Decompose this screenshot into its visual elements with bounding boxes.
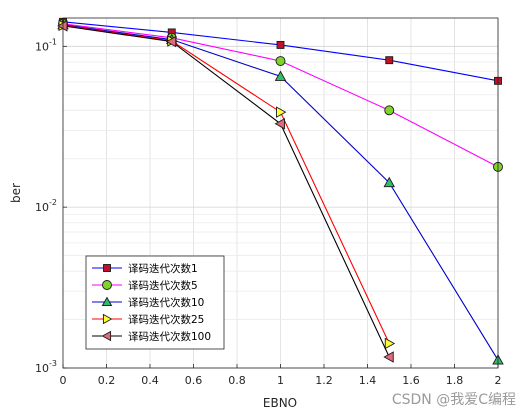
legend-item: 译码迭代次数5 bbox=[92, 279, 198, 292]
data-point bbox=[102, 313, 113, 325]
x-tick-label: 2 bbox=[495, 374, 502, 387]
x-tick-label: 1.6 bbox=[402, 374, 420, 387]
y-tick-labels: 10-3 10-2 10-1 bbox=[35, 37, 67, 375]
legend-label: 译码迭代次数1 bbox=[128, 262, 198, 275]
x-tick-label: 1.2 bbox=[315, 374, 333, 387]
legend-item: 译码迭代次数100 bbox=[92, 330, 211, 343]
y-tick-label: 10-2 bbox=[35, 198, 57, 214]
y-axis-label: ber bbox=[9, 183, 23, 203]
data-point bbox=[274, 117, 285, 130]
data-point bbox=[276, 106, 287, 118]
data-point bbox=[275, 56, 286, 66]
x-tick-label: 1.4 bbox=[359, 374, 377, 387]
legend-label: 译码迭代次数25 bbox=[128, 313, 204, 326]
x-tick-label: 0.6 bbox=[185, 374, 203, 387]
legend-item: 译码迭代次数1 bbox=[92, 262, 198, 275]
legend-item: 译码迭代次数25 bbox=[92, 313, 204, 326]
y-tick-label: 10-3 bbox=[35, 359, 57, 375]
series-line bbox=[62, 25, 390, 358]
data-point bbox=[101, 296, 113, 307]
x-tick-labels: 0 0.2 0.4 0.6 0.8 1 1.2 1.4 1.6 1.8 2 bbox=[60, 364, 502, 387]
data-point bbox=[384, 337, 396, 350]
x-tick-label: 1.8 bbox=[446, 374, 464, 387]
series-5 bbox=[57, 20, 394, 363]
series-line bbox=[62, 24, 390, 344]
data-point bbox=[383, 176, 396, 188]
data-point bbox=[384, 105, 395, 116]
data-point bbox=[385, 56, 394, 65]
x-tick-label: 0 bbox=[60, 374, 67, 387]
data-point bbox=[103, 264, 111, 272]
legend-label: 译码迭代次数5 bbox=[128, 279, 198, 292]
watermark: CSDN @我爱C编程 bbox=[391, 392, 516, 408]
x-tick-label: 0.4 bbox=[141, 374, 159, 387]
x-axis-label: EBNO bbox=[263, 396, 297, 410]
data-point bbox=[165, 35, 177, 48]
x-tick-label: 0.8 bbox=[228, 374, 246, 387]
legend: 译码迭代次数1 译码迭代次数5 译码迭代次数10 译码迭代次数25 译码迭代次数100 bbox=[85, 255, 225, 350]
data-point bbox=[383, 351, 394, 363]
data-point bbox=[274, 70, 287, 81]
data-point bbox=[102, 280, 112, 290]
data-point bbox=[101, 330, 112, 342]
legend-item: 译码迭代次数10 bbox=[92, 296, 204, 309]
data-point bbox=[57, 20, 68, 32]
x-tick-label: 0.2 bbox=[98, 374, 116, 387]
x-tick-label: 1 bbox=[277, 374, 284, 387]
y-tick-label: 10-1 bbox=[35, 37, 57, 53]
legend-label: 译码迭代次数100 bbox=[128, 330, 211, 343]
legend-label: 译码迭代次数10 bbox=[128, 296, 204, 309]
data-point bbox=[276, 40, 285, 49]
